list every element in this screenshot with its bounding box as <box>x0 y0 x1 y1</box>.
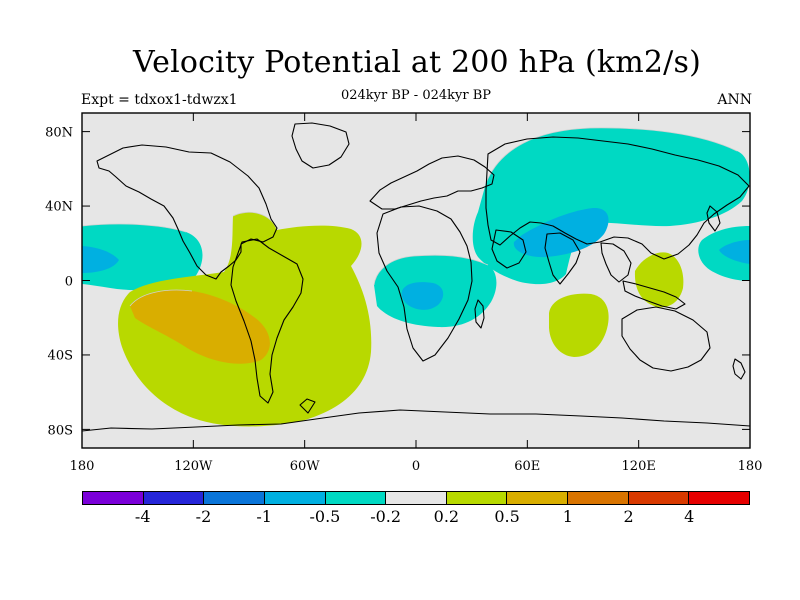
y-tick-labels: 80N 40N 0 40S 80S <box>45 126 73 439</box>
x-tick-label-0: 0 <box>412 459 420 474</box>
time-label: 024kyr BP - 024kyr BP <box>340 88 492 103</box>
colorbar-segment-6 <box>446 492 508 504</box>
coast-europe <box>369 155 495 210</box>
y-tick-label-0: 0 <box>65 275 73 290</box>
x-tick-labels: 180 120W 60W 0 60E 120E 180 <box>70 459 763 474</box>
x-tick-label-180-left: 180 <box>70 459 95 474</box>
colorbar-label-5: 0.2 <box>433 507 460 526</box>
x-tick-label-60w: 60W <box>290 459 321 474</box>
orange-core-south-pacific <box>130 290 270 364</box>
colorbar <box>82 491 750 505</box>
coast-maritime-continent <box>622 280 686 310</box>
axis-ticks <box>81 113 751 448</box>
colorbar-label-8: 2 <box>623 507 634 526</box>
green-region-maritime <box>634 252 684 308</box>
green-region-indian-ocean <box>549 293 609 357</box>
colorbar-segment-8 <box>568 492 629 504</box>
x-tick-label-120w: 120W <box>174 459 213 474</box>
x-tick-label-120e: 120E <box>622 459 656 474</box>
colorbar-segment-3 <box>264 492 326 504</box>
coast-arabia <box>491 229 527 269</box>
map-plot-area <box>82 113 750 448</box>
colorbar-label-1: -2 <box>195 507 212 526</box>
page-title: Velocity Potential at 200 hPa (km2/s) <box>133 45 701 80</box>
blue-core-pacific-east <box>719 240 750 264</box>
y-tick-label-80s: 80S <box>48 424 73 439</box>
x-tick-label-180-right: 180 <box>738 459 763 474</box>
experiment-label: Expt = tdxox1-tdwzx1 <box>81 92 238 108</box>
coast-india <box>544 232 581 285</box>
y-tick-label-80n: 80N <box>45 126 73 141</box>
blue-core-pacific-west <box>82 246 119 273</box>
season-label: ANN <box>717 92 752 108</box>
coast-australia <box>621 306 711 372</box>
colorbar-segment-0 <box>83 492 144 504</box>
coast-north-america <box>96 144 278 280</box>
coast-africa <box>376 205 473 362</box>
x-tick-label-60e: 60E <box>514 459 540 474</box>
colorbar-segment-10 <box>689 492 750 504</box>
coast-japan <box>706 205 721 232</box>
cyan-region-west-pacific <box>82 224 203 291</box>
blue-core-africa <box>401 282 444 310</box>
colorbar-label-7: 1 <box>562 507 573 526</box>
coast-asia <box>485 136 750 260</box>
y-tick-label-40s: 40S <box>48 349 73 364</box>
coast-south-america <box>230 238 304 404</box>
colorbar-segment-2 <box>204 492 265 504</box>
colorbar-segment-4 <box>325 492 387 504</box>
coast-antarctic-peninsula <box>299 398 316 414</box>
coast-antarctica <box>82 409 750 432</box>
coastlines <box>82 122 750 432</box>
colorbar-segment-5 <box>386 492 447 504</box>
colorbar-segment-1 <box>143 492 205 504</box>
contour-lines <box>82 127 738 307</box>
coast-greenland <box>291 122 350 169</box>
colorbar-segment-7 <box>507 492 569 504</box>
colorbar-label-6: 0.5 <box>494 507 520 526</box>
colorbar-label-9: 4 <box>684 507 695 526</box>
colorbar-label-0: -4 <box>134 507 151 526</box>
colorbar-segment-9 <box>628 492 690 504</box>
coast-madagascar <box>474 299 485 329</box>
colorbar-label-4: -0.2 <box>370 507 402 526</box>
coast-southeast-asia <box>600 242 632 283</box>
blue-core-asia <box>513 207 609 258</box>
colorbar-label-3: -0.5 <box>309 507 341 526</box>
coast-new-zealand <box>732 358 746 380</box>
colorbar-label-2: -1 <box>256 507 272 526</box>
y-tick-label-40n: 40N <box>45 200 73 215</box>
